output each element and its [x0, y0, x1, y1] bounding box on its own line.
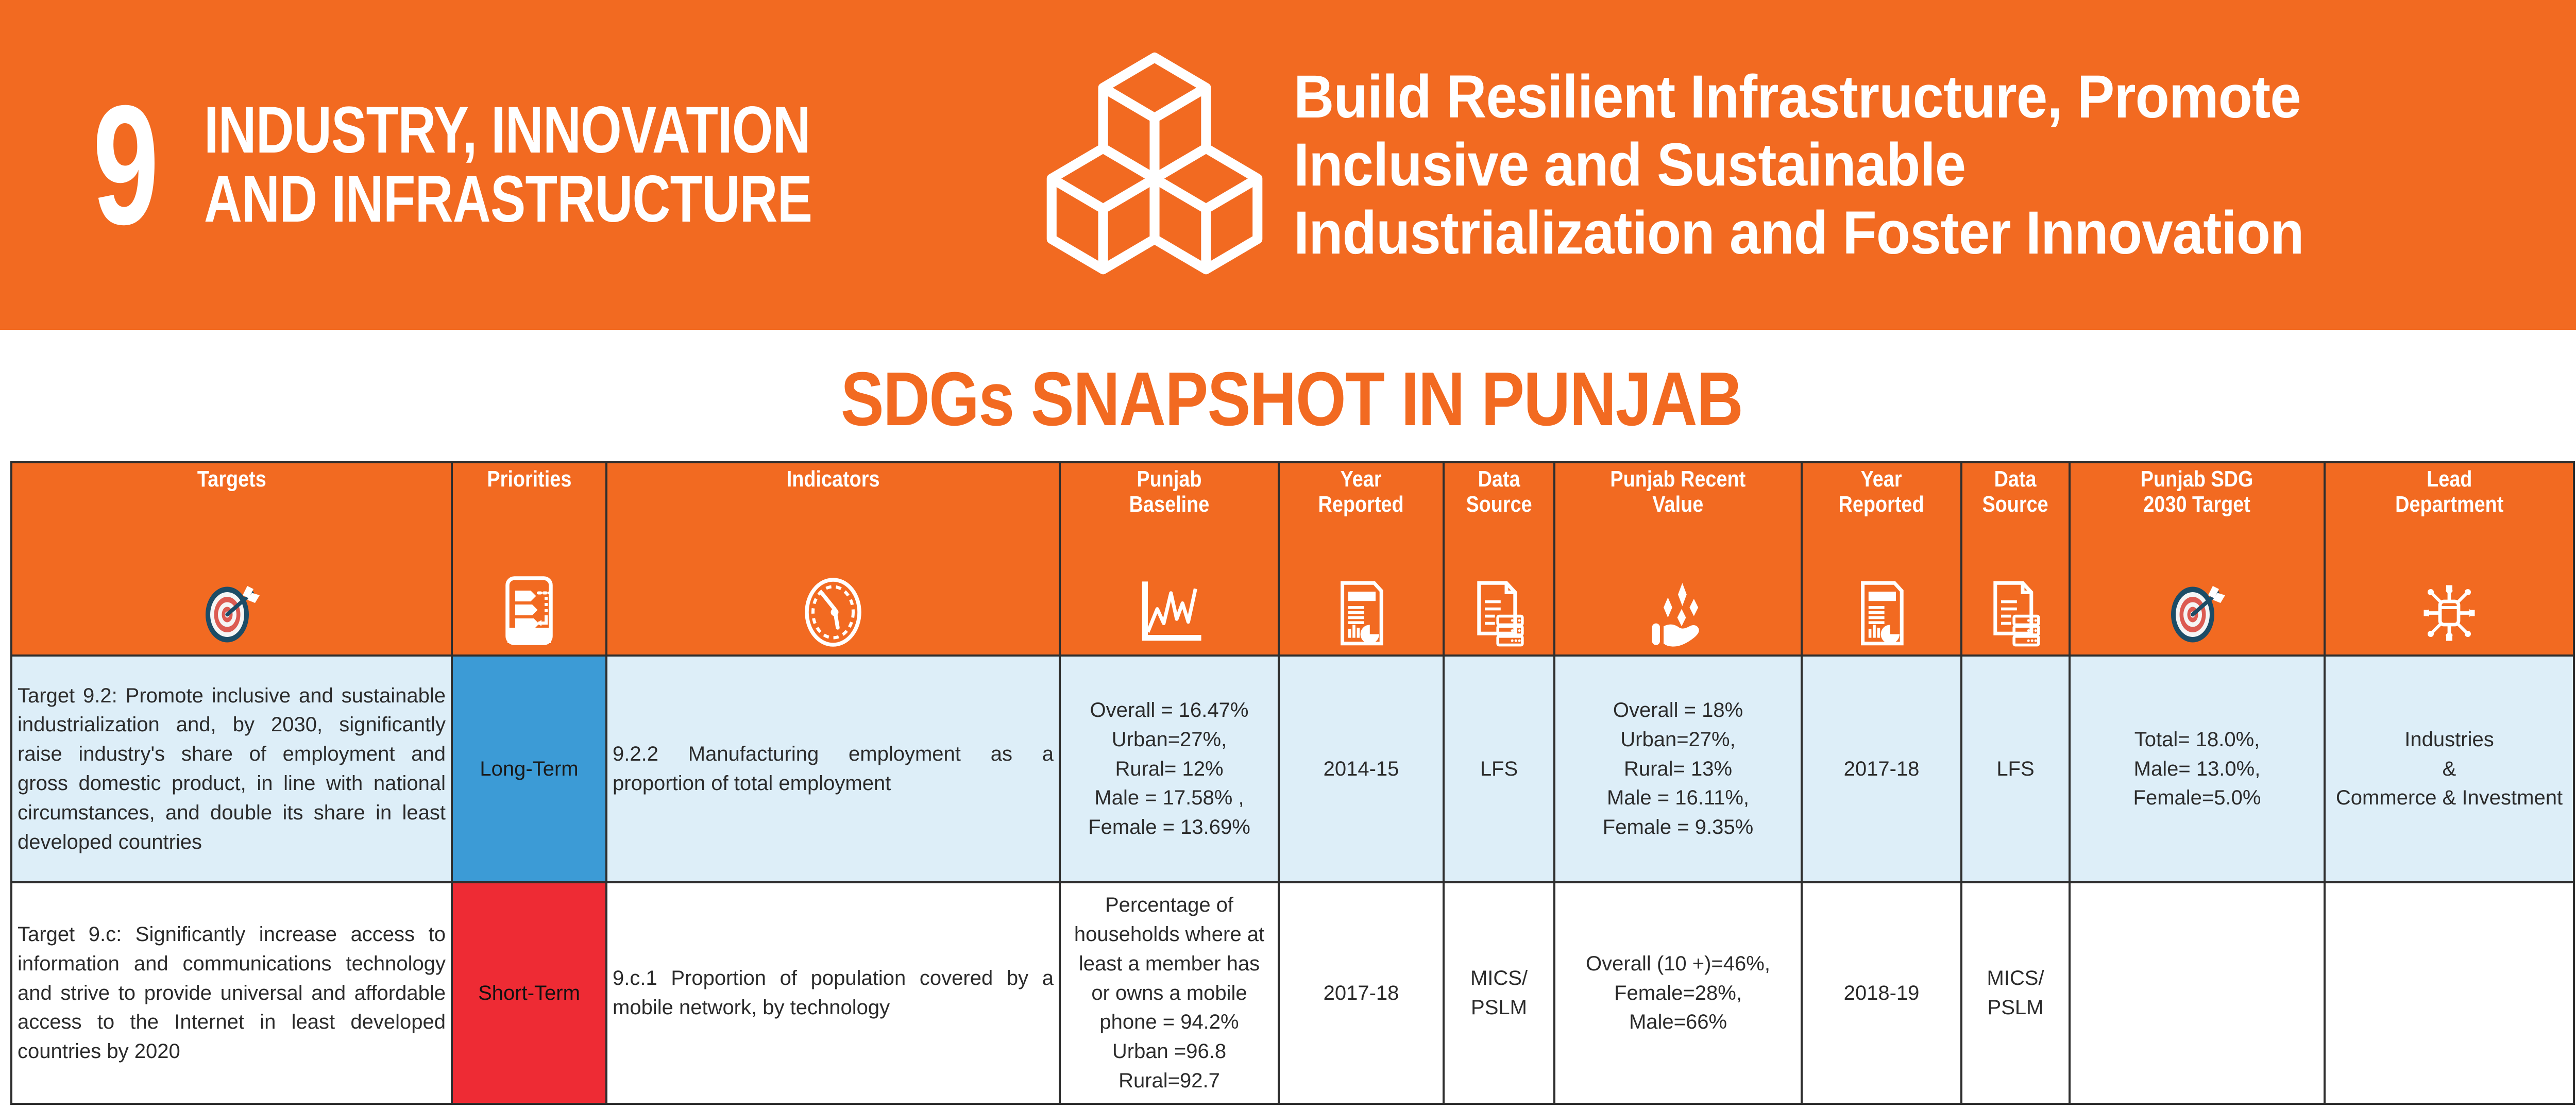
sdg-goal-banner: 9 INDUSTRY, INNOVATION AND INFRASTRUCTUR… [0, 0, 2576, 330]
column-header-label: Indicators [786, 466, 880, 492]
column-header-label: Punjab SDG 2030 Target [2141, 466, 2253, 517]
goal-name-line-1: INDUSTRY, INNOVATION [204, 93, 811, 167]
column-header-label: Year Reported [1318, 466, 1404, 517]
column-header-punjab-baseline: Punjab Baseline [1059, 461, 1280, 657]
cell-lead-department: Industries & Commerce & Investment [2324, 654, 2575, 883]
column-header-priorities: Priorities [451, 461, 607, 657]
column-header-label: Priorities [486, 466, 572, 492]
column-header-punjab-sdg-2030-target: Punjab SDG 2030 Target [2069, 461, 2326, 657]
goal-name: INDUSTRY, INNOVATION AND INFRASTRUCTURE [204, 93, 812, 236]
goal-number: 9 [93, 69, 159, 260]
cell-lead-department [2324, 881, 2575, 1105]
column-header-label: Year Reported [1838, 466, 1925, 517]
cell-priority: Short-Term [451, 881, 607, 1105]
report-document-icon [1861, 581, 1904, 646]
speedometer-gauge-icon [805, 578, 861, 647]
column-header-label: Data Source [1466, 466, 1532, 517]
cell-year-reported-baseline: 2017-18 [1278, 881, 1445, 1105]
cell-year-reported-recent: 2018-19 [1801, 881, 1962, 1105]
column-header-label: Data Source [1982, 466, 2049, 517]
column-header-data-source-recent: Data Source [1960, 461, 2071, 657]
cell-indicator: 9.c.1 Proportion of population covered b… [605, 881, 1061, 1105]
stacked-cubes-icon [1046, 52, 1263, 275]
target-dartboard-icon [2171, 586, 2225, 643]
cell-data-source-recent: MICS/ PSLM [1960, 881, 2071, 1105]
column-header-data-source-baseline: Data Source [1443, 461, 1555, 657]
cell-recent-value: Overall (10 +)=46%, Female=28%, Male=66% [1553, 881, 1803, 1105]
goal-name-line-2: AND INFRASTRUCTURE [204, 162, 812, 236]
column-header-label: Lead Department [2395, 466, 2504, 517]
cell-priority: Long-Term [451, 654, 607, 883]
cell-target: Target 9.c: Significantly increase acces… [10, 881, 453, 1105]
column-header-targets: Targets [10, 461, 453, 657]
banner-title-line-3: Industrialization and Foster Innovation [1293, 199, 2304, 267]
cell-indicator: 9.2.2 Manufacturing employment as a prop… [605, 654, 1061, 883]
column-header-label: Punjab Baseline [1129, 466, 1210, 517]
banner-title-line-2: Inclusive and Sustainable [1293, 130, 1966, 199]
table-row: Target 9.2: Promote inclusive and sustai… [10, 654, 2575, 883]
column-header-punjab-recent-value: Punjab Recent Value [1553, 461, 1803, 657]
column-header-lead-department: Lead Department [2324, 461, 2575, 657]
hand-sparkles-icon [1652, 583, 1699, 647]
document-database-icon [1477, 581, 1524, 647]
cell-target: Target 9.2: Promote inclusive and sustai… [10, 654, 453, 883]
cell-recent-value: Overall = 18% Urban=27%, Rural= 13% Male… [1553, 654, 1803, 883]
cell-year-reported-baseline: 2014-15 [1278, 654, 1445, 883]
snapshot-title: SDGs SNAPSHOT IN PUNJAB [840, 357, 1743, 442]
cell-baseline: Overall = 16.47% Urban=27%, Rural= 12% M… [1059, 654, 1280, 883]
sdg-snapshot-table: Targets Priorities [10, 461, 2575, 1105]
org-network-hub-icon [2424, 585, 2475, 641]
cell-data-source-recent: LFS [1960, 654, 2071, 883]
line-chart-icon [1142, 581, 1201, 641]
column-header-label: Targets [197, 466, 266, 492]
checklist-clipboard-icon [505, 576, 553, 645]
cell-year-reported-recent: 2017-18 [1801, 654, 1962, 883]
cell-data-source-baseline: MICS/ PSLM [1443, 881, 1555, 1105]
document-database-icon [1993, 581, 2040, 647]
target-dartboard-icon [205, 586, 260, 643]
cell-data-source-baseline: LFS [1443, 654, 1555, 883]
column-header-indicators: Indicators [605, 461, 1061, 657]
column-header-year-reported-baseline: Year Reported [1278, 461, 1445, 657]
column-header-label: Punjab Recent Value [1610, 466, 1746, 517]
banner-title: Build Resilient Infrastructure, Promote … [1294, 63, 2304, 267]
banner-title-line-1: Build Resilient Infrastructure, Promote [1293, 62, 2301, 131]
table-row: Target 9.c: Significantly increase acces… [10, 881, 2575, 1105]
column-header-year-reported-recent: Year Reported [1801, 461, 1962, 657]
table-header-row: Targets Priorities [10, 461, 2575, 657]
cell-target-2030: Total= 18.0%, Male= 13.0%, Female=5.0% [2069, 654, 2326, 883]
report-document-icon [1341, 581, 1383, 646]
cell-target-2030 [2069, 881, 2326, 1105]
cell-baseline: Percentage of households where at least … [1059, 881, 1280, 1105]
